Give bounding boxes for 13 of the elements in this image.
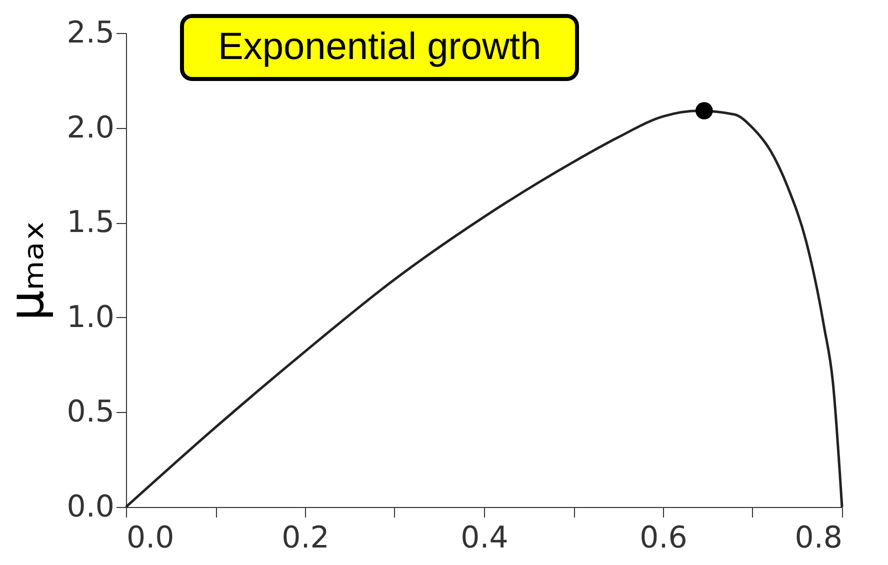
y-tick-label: 1.5 — [66, 205, 114, 240]
x-tick-label: 0.2 — [282, 520, 330, 556]
note-box: Exponential growth — [180, 14, 580, 81]
y-tick-label: 2.0 — [66, 110, 114, 146]
x-tick-label: 0.4 — [460, 520, 508, 556]
x-tick-label: 0.8 — [794, 520, 842, 556]
y-tick-label: 0.0 — [66, 490, 114, 524]
y-axis-title: μₘₐₓ — [0, 220, 55, 321]
y-tick-label: 1.0 — [66, 300, 114, 335]
y-tick-label: 2.5 — [66, 16, 114, 50]
x-tick-label: 0.6 — [640, 520, 688, 556]
x-tick-label: 0.0 — [126, 520, 174, 556]
y-tick-label: 0.5 — [66, 394, 114, 430]
